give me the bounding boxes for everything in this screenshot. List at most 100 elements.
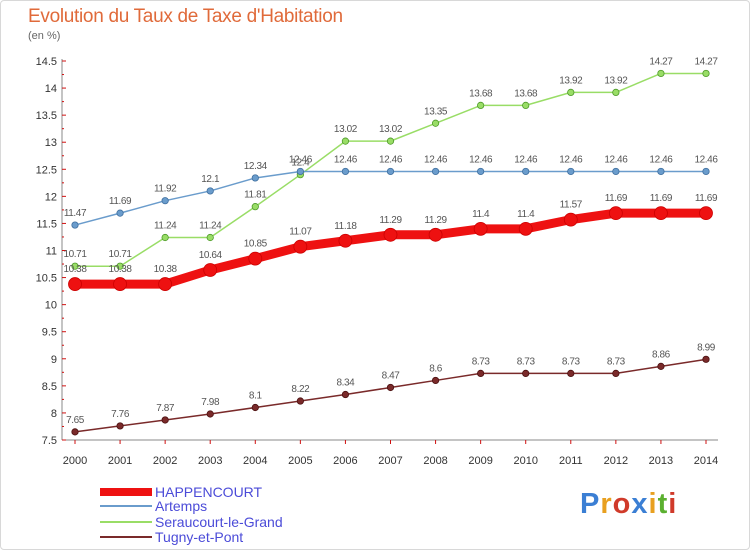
data-point: [477, 101, 485, 109]
data-label: 8.99: [697, 342, 716, 353]
data-point: [341, 390, 350, 399]
data-label: 12.46: [289, 154, 313, 165]
data-point: [522, 101, 530, 109]
legend-swatch: [100, 521, 152, 523]
y-tick-label: 11.5: [36, 218, 57, 230]
data-label: 13.68: [469, 88, 493, 99]
data-point: [116, 209, 124, 217]
y-tick-label: 10.5: [36, 273, 57, 285]
legend-swatch: [100, 488, 152, 496]
data-label: 11.47: [64, 208, 87, 219]
data-point: [71, 221, 79, 229]
y-tick-label: 9.5: [42, 327, 57, 339]
data-label: 11.92: [154, 184, 177, 195]
legend-label: HAPPENCOURT: [155, 484, 263, 500]
data-point: [71, 428, 79, 436]
data-label: 11.4: [472, 209, 490, 220]
y-tick-label: 13.5: [36, 110, 57, 122]
data-label: 11.69: [695, 193, 718, 204]
x-tick-label: 2006: [333, 455, 357, 467]
data-point: [657, 167, 665, 176]
data-point: [702, 167, 710, 176]
data-point: [477, 369, 485, 378]
data-point: [251, 403, 259, 412]
legend-label: Seraucourt-le-Grand: [155, 514, 283, 530]
data-point: [522, 369, 530, 378]
legend-label: Artemps: [155, 498, 208, 514]
legend-swatch: [100, 505, 152, 507]
data-label: 13.92: [559, 75, 583, 86]
data-point: [116, 422, 124, 430]
data-label: 12.46: [469, 154, 493, 165]
data-point: [116, 262, 124, 270]
y-tick-label: 12: [45, 191, 57, 203]
data-point: [386, 167, 395, 176]
data-label: 13.02: [379, 124, 403, 135]
chart-title: Evolution du Taux de Taxe d'Habitation: [28, 6, 343, 27]
y-tick-label: 14.5: [36, 56, 57, 68]
logo-letter: r: [600, 488, 613, 520]
y-tick-label: 10: [45, 300, 57, 312]
data-point: [386, 137, 395, 145]
data-label: 8.73: [517, 356, 536, 367]
y-tick-label: 9: [51, 354, 57, 366]
data-label: 7.65: [66, 415, 85, 426]
data-label: 8.1: [249, 391, 263, 402]
data-label: 8.34: [336, 378, 355, 389]
logo-letter: o: [612, 488, 632, 520]
data-label: 10.38: [154, 264, 178, 275]
data-label: 8.73: [607, 356, 626, 367]
data-point: [431, 119, 440, 127]
x-tick-label: 2001: [108, 455, 132, 467]
data-label: 10.71: [63, 249, 87, 260]
data-point: [206, 187, 214, 195]
y-tick-label: 8: [51, 408, 57, 420]
data-label: 12.46: [334, 154, 358, 165]
data-label: 11.07: [289, 227, 312, 238]
x-tick-label: 2008: [423, 455, 447, 467]
data-point: [567, 167, 575, 176]
logo-letter: i: [668, 488, 678, 520]
data-label: 10.71: [109, 249, 133, 260]
logo-letter: t: [657, 488, 669, 520]
data-label: 12.46: [379, 154, 403, 165]
logo-letter: x: [631, 488, 649, 520]
x-tick-label: 2002: [153, 455, 177, 467]
data-point: [702, 69, 710, 78]
data-point: [158, 277, 173, 291]
x-tick-label: 2009: [468, 455, 492, 467]
data-label: 11.69: [650, 193, 673, 204]
data-label: 12.46: [649, 154, 673, 165]
data-label: 8.86: [652, 349, 671, 360]
data-point: [71, 262, 79, 270]
data-point: [563, 212, 578, 227]
x-tick-label: 2014: [694, 455, 718, 467]
data-label: 11.18: [334, 221, 357, 232]
y-tick-label: 11: [46, 246, 57, 258]
x-tick-label: 2013: [649, 455, 673, 467]
data-label: 8.47: [382, 370, 401, 381]
y-tick-label: 13: [45, 137, 57, 149]
data-label: 11.69: [605, 193, 628, 204]
data-label: 12.46: [559, 154, 583, 165]
data-point: [612, 167, 620, 176]
data-label: 12.46: [604, 154, 628, 165]
data-point: [702, 355, 710, 363]
legend-label: Tugny-et-Pont: [155, 529, 244, 545]
logo-letter: i: [648, 488, 658, 520]
data-label: 13.35: [424, 106, 448, 117]
data-label: 10.38: [63, 264, 87, 275]
data-point: [657, 69, 665, 78]
data-label: 13.02: [334, 124, 358, 135]
data-label: 14.27: [649, 56, 673, 67]
x-tick-label: 2000: [63, 455, 87, 467]
data-label: 11.81: [244, 190, 267, 201]
y-tick-label: 12.5: [36, 164, 57, 176]
data-label: 12.46: [694, 154, 718, 165]
data-label: 12.46: [424, 154, 448, 165]
data-point: [203, 263, 218, 277]
data-point: [68, 277, 82, 291]
data-point: [383, 227, 398, 242]
data-label: 13.68: [514, 88, 538, 99]
